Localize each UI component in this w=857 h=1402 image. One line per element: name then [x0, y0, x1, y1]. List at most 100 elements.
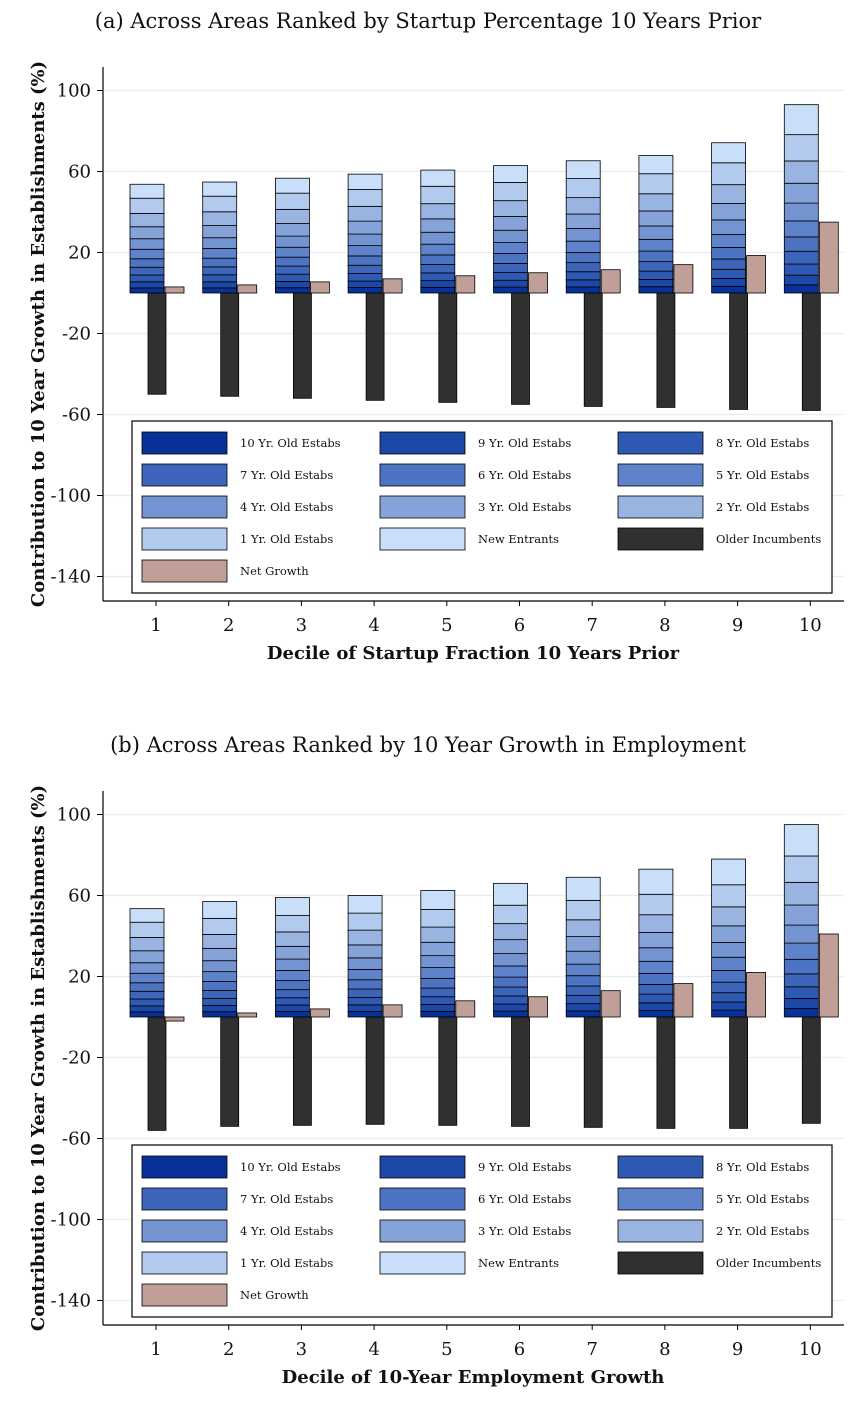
bar-stack-9-decile-9 — [711, 906, 746, 927]
incumbent-bar-5 — [438, 292, 458, 403]
bar-stack-9-decile-3 — [274, 208, 310, 224]
bar-stack-11-decile-2 — [202, 901, 238, 919]
bar-stack-7-decile-8 — [638, 225, 674, 240]
legend-swatch — [141, 559, 228, 583]
bar-stack-1-decile-6 — [493, 286, 528, 294]
x-tick-label: 2 — [223, 615, 234, 636]
bar-stack-4-decile-4 — [347, 264, 383, 274]
bar-stack-7-decile-3 — [274, 235, 310, 248]
y-axis-title: Contribution to 10 Year Growth in Establ… — [28, 61, 49, 607]
bar-stack-8-decile-4 — [347, 944, 383, 959]
legend-swatch — [617, 1187, 704, 1211]
bar-stack-8-decile-2 — [202, 225, 238, 239]
bar-stack-10-decile-5 — [420, 185, 456, 205]
bar-stack-7-decile-2 — [202, 960, 238, 973]
bar-stack-10-decile-4 — [347, 912, 383, 931]
legend-swatch — [617, 431, 704, 455]
net-growth-bar-9 — [746, 972, 766, 1018]
bar-stack-7-decile-7 — [565, 950, 601, 965]
incumbent-bar-2 — [220, 1016, 240, 1127]
bar-stack-2-decile-3 — [274, 281, 310, 289]
bar-stack-4-decile-9 — [711, 258, 746, 270]
bar-stack-9-decile-9 — [711, 184, 746, 204]
x-tick-label: 6 — [514, 1339, 525, 1360]
incumbent-bar-8 — [656, 1016, 676, 1129]
bar-stack-3-decile-2 — [202, 274, 238, 283]
bar-stack-3-decile-10 — [783, 263, 819, 276]
legend-label: 7 Yr. Old Estabs — [240, 1192, 333, 1206]
bar-stack-10-decile-9 — [711, 162, 746, 186]
bar-stack-9-decile-7 — [565, 197, 601, 215]
bar-stack-2-decile-6 — [493, 279, 528, 288]
bar-stack-7-decile-3 — [274, 958, 310, 971]
x-tick-label: 4 — [368, 615, 379, 636]
bar-stack-7-decile-4 — [347, 957, 383, 970]
bar-stack-3-decile-4 — [347, 996, 383, 1006]
chart-title: (b) Across Areas Ranked by 10 Year Growt… — [110, 733, 746, 757]
net-growth-bar-2 — [237, 1012, 258, 1018]
bar-stack-2-decile-9 — [711, 1001, 746, 1011]
legend-label: New Entrants — [478, 532, 559, 546]
bar-stack-7-decile-1 — [129, 962, 165, 974]
bar-stack-2-decile-4 — [347, 280, 383, 288]
bar-stack-11-decile-1 — [129, 183, 165, 199]
y-tick-label: 100 — [57, 805, 91, 826]
bar-stack-8-decile-3 — [274, 223, 310, 237]
x-tick-label: 5 — [441, 615, 452, 636]
x-tick-label: 1 — [150, 615, 161, 636]
legend-swatch — [617, 1251, 704, 1275]
bar-stack-10-decile-3 — [274, 915, 310, 933]
bar-stack-11-decile-3 — [274, 897, 310, 916]
incumbent-bar-3 — [292, 1016, 312, 1126]
bar-stack-5-decile-8 — [638, 250, 674, 263]
bar-stack-7-decile-10 — [783, 924, 819, 944]
bar-stack-7-decile-9 — [711, 219, 746, 235]
bar-stack-8-decile-1 — [129, 950, 165, 964]
bar-stack-6-decile-3 — [274, 246, 310, 258]
bar-stack-6-decile-2 — [202, 971, 238, 982]
bar-stack-10-decile-10 — [783, 134, 819, 162]
bar-stack-10-decile-9 — [711, 884, 746, 908]
y-tick-label: 100 — [57, 81, 91, 102]
net-growth-bar-6 — [528, 996, 548, 1018]
bar-stack-3-decile-7 — [565, 271, 601, 281]
legend-label: 2 Yr. Old Estabs — [716, 500, 809, 514]
x-tick-label: 5 — [441, 1339, 452, 1360]
x-tick-label: 6 — [514, 615, 525, 636]
bar-stack-2-decile-5 — [420, 1004, 456, 1012]
y-tick-label: -60 — [62, 1129, 91, 1150]
net-growth-bar-7 — [600, 269, 621, 294]
bar-stack-6-decile-8 — [638, 960, 674, 974]
bar-stack-1-decile-8 — [638, 1010, 674, 1018]
x-tick-label: 8 — [659, 1339, 670, 1360]
incumbent-bar-1 — [147, 292, 167, 395]
bar-stack-5-decile-7 — [565, 975, 601, 987]
bar-stack-9-decile-4 — [347, 205, 383, 222]
bar-stack-4-decile-6 — [493, 263, 528, 273]
legend-swatch — [141, 1155, 228, 1179]
bar-stack-4-decile-10 — [783, 250, 819, 265]
bar-stack-11-decile-8 — [638, 155, 674, 175]
incumbent-bar-1 — [147, 1016, 167, 1131]
legend-swatch — [379, 431, 466, 455]
bar-stack-5-decile-10 — [783, 958, 819, 975]
net-growth-bar-8 — [673, 983, 694, 1018]
y-tick-label: -140 — [51, 1291, 91, 1312]
legend-label: 1 Yr. Old Estabs — [240, 532, 333, 546]
legend-label: 5 Yr. Old Estabs — [716, 1192, 809, 1206]
net-growth-bar-1 — [164, 286, 185, 294]
bar-stack-5-decile-9 — [711, 970, 746, 983]
legend-swatch — [141, 431, 228, 455]
y-axis-title: Contribution to 10 Year Growth in Establ… — [28, 785, 49, 1331]
incumbent-bar-8 — [656, 292, 676, 408]
bar-stack-4-decile-8 — [638, 261, 674, 272]
bar-stack-4-decile-10 — [783, 973, 819, 988]
bar-stack-6-decile-1 — [129, 248, 165, 260]
bar-stack-11-decile-4 — [347, 895, 383, 914]
bar-stack-3-decile-5 — [420, 996, 456, 1005]
legend-label: 6 Yr. Old Estabs — [478, 468, 571, 482]
bar-stack-3-decile-6 — [493, 995, 528, 1005]
bar-stack-1-decile-10 — [783, 284, 819, 294]
bar-stack-3-decile-3 — [274, 997, 310, 1006]
net-growth-bar-5 — [455, 1000, 476, 1018]
